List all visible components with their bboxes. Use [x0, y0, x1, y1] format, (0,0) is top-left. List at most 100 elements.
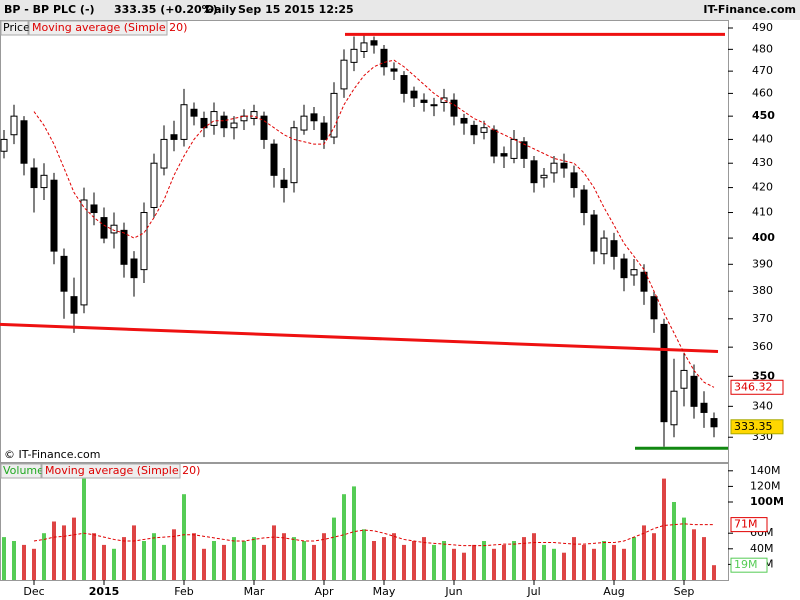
volume-bar [182, 494, 186, 580]
candle-body [10, 115, 18, 136]
volume-bar [282, 533, 286, 580]
volume-bar [582, 544, 586, 580]
volume-bar [2, 537, 6, 580]
candle-body [500, 153, 508, 157]
candle-body [700, 402, 708, 413]
volume-bar [432, 544, 436, 580]
candle-body [150, 162, 158, 208]
candle-body [690, 375, 698, 407]
candle-body [440, 97, 448, 103]
ma-value: 71M [734, 518, 758, 531]
legend-box [0, 20, 29, 36]
volume-bar [62, 525, 66, 580]
y-tick-label: 40M [750, 542, 774, 555]
legend-box [41, 463, 181, 479]
candle-body [130, 258, 138, 279]
volume-bar [332, 517, 336, 580]
y-tick-label: 140M [750, 464, 781, 477]
candle-body [240, 115, 248, 122]
volume-bar [442, 541, 446, 580]
volume-bar [572, 537, 576, 580]
candle-body [570, 172, 578, 189]
volume-bar [92, 533, 96, 580]
volume-bar [162, 544, 166, 580]
volume-bar [452, 548, 456, 580]
x-tick-label: Jul [526, 585, 540, 598]
candle-body [40, 174, 48, 189]
volume-bar [292, 537, 296, 580]
volume-bar [612, 544, 616, 580]
volume-bar [712, 565, 716, 580]
volume-bar [122, 537, 126, 580]
symbol: BP - BP PLC (-) [4, 3, 95, 16]
candle-body [110, 224, 118, 234]
volume-bar [492, 548, 496, 580]
volume-bar [702, 537, 706, 580]
volume-bar [312, 544, 316, 580]
volume-bar [342, 494, 346, 580]
candle-body [490, 129, 498, 157]
x-tick-label: Jun [444, 585, 462, 598]
y-tick-label: 450 [752, 109, 775, 122]
x-tick-label: Mar [244, 585, 265, 598]
candle-body [170, 134, 178, 140]
x-tick-label: Apr [314, 585, 334, 598]
candle-body [90, 204, 98, 214]
y-tick-label: 420 [752, 181, 773, 194]
volume-moving-average [33, 523, 714, 547]
volume-bar [192, 533, 196, 580]
volume-bar [302, 541, 306, 580]
volume-bar [542, 544, 546, 580]
y-tick-label: 430 [752, 156, 773, 169]
y-tick-label: 340 [752, 399, 773, 412]
ma-value-box [730, 517, 768, 533]
candle-body [350, 48, 358, 63]
period: Daily [205, 3, 236, 16]
volume-bar [412, 541, 416, 580]
y-tick-label: 100M [750, 495, 784, 508]
volume-bar [462, 552, 466, 580]
volume-bar [352, 486, 356, 580]
volume-bar [532, 533, 536, 580]
quote: 333.35 (+0.20%) [114, 3, 218, 16]
candle-body [70, 296, 78, 314]
candle-body [330, 92, 338, 138]
candle-body [100, 217, 108, 239]
candle-body [610, 240, 618, 257]
volume-bar [142, 541, 146, 580]
volume-bar [112, 548, 116, 580]
candle-body [420, 99, 428, 103]
y-tick-label: 370 [752, 312, 773, 325]
datetime: Sep 15 2015 12:25 [238, 3, 354, 16]
y-tick-label: 440 [752, 132, 773, 145]
volume-bar [172, 529, 176, 580]
legend-box [28, 20, 168, 36]
x-tick-label: Aug [603, 585, 624, 598]
y-tick-label: 120M [750, 479, 781, 492]
trendline [0, 322, 719, 353]
candle-body [300, 115, 308, 131]
candle-body [460, 117, 468, 124]
volume-bar [262, 544, 266, 580]
candle-body [390, 68, 398, 72]
candle-body [260, 115, 268, 140]
candle-body [290, 127, 298, 184]
candle-body [60, 255, 68, 292]
candle-body [340, 59, 348, 90]
candle-body [670, 390, 678, 426]
candle-body [320, 122, 328, 140]
x-tick-label: 2015 [89, 585, 120, 598]
volume-bar [642, 525, 646, 580]
y-tick-label: 410 [752, 206, 773, 219]
candle-body [30, 167, 38, 189]
volume-bar [502, 544, 506, 580]
candle-body [650, 296, 658, 320]
candle-body [480, 127, 488, 133]
volume-bar [362, 529, 366, 580]
volume-bar [272, 525, 276, 580]
candle-body [550, 162, 558, 174]
volume-bar [482, 541, 486, 580]
candle-body [80, 199, 88, 306]
price-panel [0, 20, 729, 463]
volume-bar [372, 541, 376, 580]
